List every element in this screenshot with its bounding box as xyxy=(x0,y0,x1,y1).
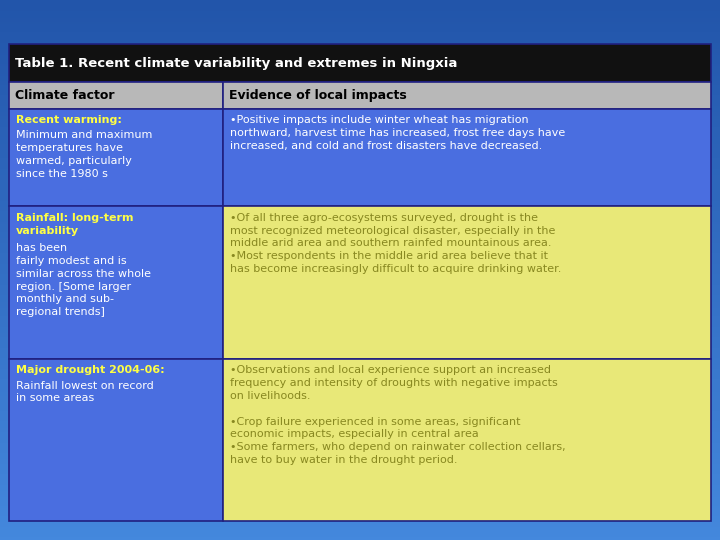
Text: Climate factor: Climate factor xyxy=(15,89,114,102)
Text: Recent warming:: Recent warming: xyxy=(16,115,122,125)
Bar xyxy=(223,109,711,206)
Bar xyxy=(9,206,223,359)
Text: •Observations and local experience support an increased
frequency and intensity : •Observations and local experience suppo… xyxy=(230,366,565,465)
Bar xyxy=(9,44,711,83)
Bar xyxy=(223,206,711,359)
Bar xyxy=(9,83,223,109)
Text: Minimum and maximum
temperatures have
warmed, particularly
since the 1980 s: Minimum and maximum temperatures have wa… xyxy=(16,130,152,179)
Text: •Positive impacts include winter wheat has migration
northward, harvest time has: •Positive impacts include winter wheat h… xyxy=(230,115,565,151)
Text: has been
fairly modest and is
similar across the whole
region. [Some larger
mont: has been fairly modest and is similar ac… xyxy=(16,243,151,317)
Text: Evidence of local impacts: Evidence of local impacts xyxy=(229,89,407,102)
Bar xyxy=(9,359,223,521)
Text: Major drought 2004-06:: Major drought 2004-06: xyxy=(16,366,164,375)
Text: •Of all three agro-ecosystems surveyed, drought is the
most recognized meteorolo: •Of all three agro-ecosystems surveyed, … xyxy=(230,213,561,274)
Text: Rainfall lowest on record
in some areas: Rainfall lowest on record in some areas xyxy=(16,381,153,403)
Bar xyxy=(9,109,223,206)
Text: Table 1. Recent climate variability and extremes in Ningxia: Table 1. Recent climate variability and … xyxy=(15,57,457,70)
Bar xyxy=(223,83,711,109)
Text: Rainfall: long-term
variability: Rainfall: long-term variability xyxy=(16,213,133,235)
Bar xyxy=(223,359,711,521)
